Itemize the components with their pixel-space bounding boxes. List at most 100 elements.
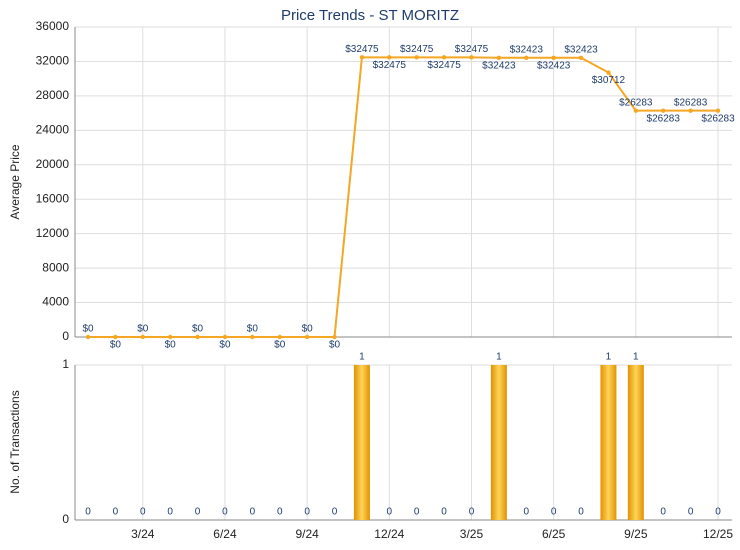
data-label: 0 [167, 507, 173, 518]
point [414, 55, 419, 60]
point [688, 108, 693, 113]
data-label: $32475 [373, 60, 407, 71]
data-label: 0 [85, 507, 91, 518]
y-axis-label: No. of Transactions [8, 390, 22, 493]
y-tick-label: 28000 [36, 88, 70, 102]
data-label: 0 [250, 507, 256, 518]
point [578, 55, 584, 61]
data-label: $0 [274, 340, 286, 351]
data-label: $26283 [647, 113, 681, 124]
data-label: 0 [523, 507, 529, 518]
x-tick-label: 12/25 [703, 527, 733, 541]
data-label: 0 [277, 507, 283, 518]
data-label: 1 [633, 352, 639, 363]
data-label: 0 [414, 507, 420, 518]
data-label: 0 [441, 507, 447, 518]
data-label: $0 [82, 324, 94, 335]
data-label: 1 [496, 352, 502, 363]
data-label: 0 [222, 507, 228, 518]
bar [600, 365, 617, 520]
y-tick-label: 0 [62, 512, 69, 526]
y-tick-label: 0 [62, 329, 69, 343]
data-label: $32423 [482, 60, 516, 71]
point [195, 334, 200, 340]
point [277, 334, 282, 340]
data-label: 0 [304, 507, 310, 518]
x-tick-label: 6/25 [542, 527, 566, 541]
x-tick-label: 3/25 [460, 527, 484, 541]
point [606, 70, 611, 75]
point [304, 334, 310, 340]
x-tick-label: 12/24 [374, 527, 404, 541]
point [441, 55, 447, 60]
data-label: $0 [192, 324, 204, 335]
data-label: 0 [688, 507, 694, 518]
point [715, 108, 721, 113]
data-label: 0 [660, 507, 666, 518]
data-label: $30712 [592, 75, 626, 86]
data-label: $26283 [674, 97, 708, 108]
y-tick-label: 24000 [36, 123, 70, 137]
data-label: $32475 [400, 44, 434, 55]
data-label: $0 [110, 340, 122, 351]
data-label: $26283 [701, 113, 735, 124]
y-tick-label: 1 [62, 357, 69, 371]
point [167, 334, 173, 340]
data-label: 1 [606, 352, 612, 363]
data-label: $32475 [345, 44, 379, 55]
x-tick-label: 6/24 [213, 527, 237, 541]
price-line [88, 56, 718, 338]
x-tick-label: 3/24 [131, 527, 155, 541]
data-label: $32423 [537, 60, 571, 71]
bar [353, 365, 370, 520]
data-label: 0 [140, 507, 146, 518]
data-label: $0 [247, 324, 259, 335]
data-label: $32475 [455, 44, 489, 55]
point [551, 55, 556, 61]
point [661, 108, 666, 113]
point [140, 334, 145, 340]
data-label: 0 [195, 507, 201, 518]
y-tick-label: 4000 [42, 295, 69, 309]
data-label: 1 [359, 352, 365, 363]
point [387, 55, 392, 60]
x-tick-label: 9/24 [295, 527, 319, 541]
data-label: $32423 [510, 44, 544, 55]
data-label: $32475 [427, 60, 461, 71]
data-label: $26283 [619, 97, 653, 108]
data-label: 0 [387, 507, 393, 518]
data-label: $0 [137, 324, 149, 335]
data-label: 0 [551, 507, 557, 518]
point [469, 55, 474, 60]
bar [627, 365, 644, 520]
data-label: 0 [578, 507, 584, 518]
chart-title: Price Trends - ST MORITZ [281, 7, 459, 24]
y-tick-label: 12000 [36, 226, 70, 240]
point [633, 108, 639, 113]
x-tick-label: 9/25 [624, 527, 648, 541]
point [250, 334, 255, 340]
point [496, 55, 502, 61]
data-label: $0 [219, 340, 231, 351]
point [85, 334, 91, 340]
data-label: $0 [165, 340, 177, 351]
point [524, 55, 529, 61]
data-label: 0 [113, 507, 119, 518]
data-label: $0 [329, 340, 341, 351]
data-label: $0 [302, 324, 314, 335]
y-tick-label: 16000 [36, 191, 70, 205]
point [222, 334, 228, 340]
data-label: 0 [469, 507, 475, 518]
bar [490, 365, 507, 520]
point [113, 334, 118, 340]
data-label: 0 [332, 507, 338, 518]
y-tick-label: 32000 [36, 54, 70, 68]
point [359, 55, 365, 60]
y-tick-label: 20000 [36, 157, 70, 171]
y-tick-label: 8000 [42, 260, 69, 274]
y-axis-label: Average Price [8, 144, 22, 219]
data-label: 0 [715, 507, 721, 518]
y-tick-label: 36000 [36, 19, 70, 33]
data-label: $32423 [564, 44, 598, 55]
